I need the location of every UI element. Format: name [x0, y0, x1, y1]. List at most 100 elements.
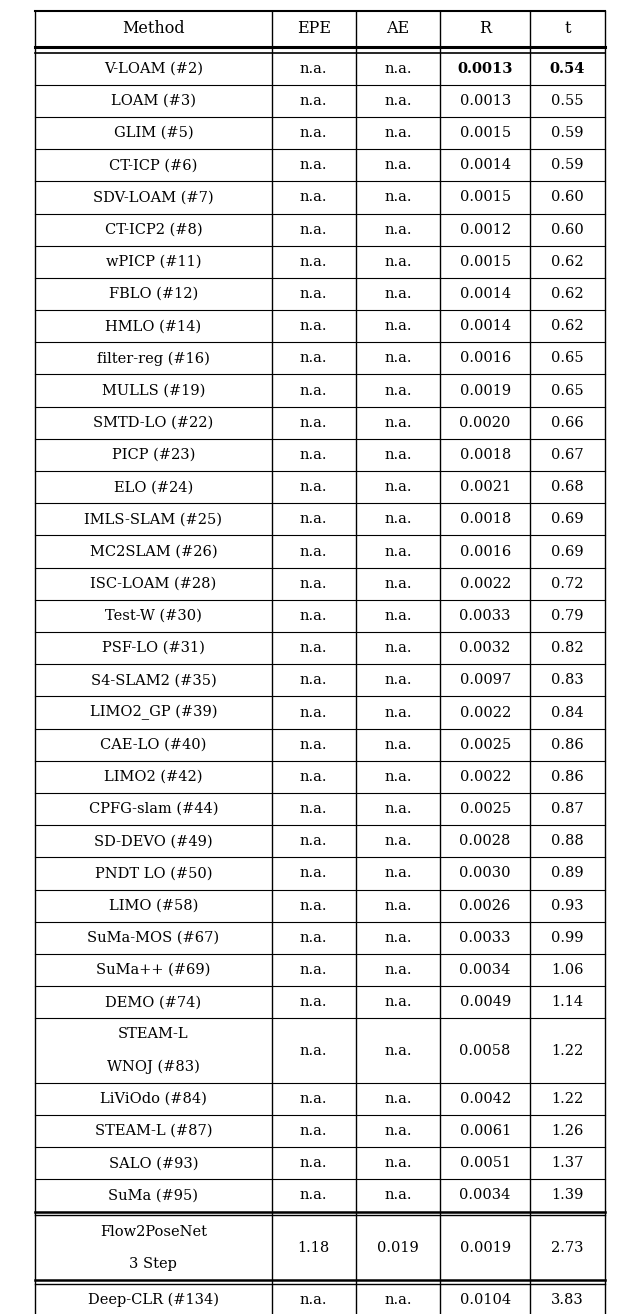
Text: EPE: EPE [297, 21, 331, 37]
Text: 0.0016: 0.0016 [460, 351, 511, 365]
Text: n.a.: n.a. [300, 384, 328, 398]
Text: 0.87: 0.87 [551, 802, 584, 816]
Text: n.a.: n.a. [384, 930, 412, 945]
Text: 1.22: 1.22 [552, 1092, 584, 1106]
Text: HMLO (#14): HMLO (#14) [106, 319, 202, 334]
Text: 0.60: 0.60 [551, 191, 584, 205]
Text: 0.59: 0.59 [551, 158, 584, 172]
Text: n.a.: n.a. [300, 286, 328, 301]
Text: n.a.: n.a. [384, 802, 412, 816]
Text: 0.0025: 0.0025 [460, 737, 511, 752]
Text: S4-SLAM2 (#35): S4-SLAM2 (#35) [90, 673, 216, 687]
Text: n.a.: n.a. [300, 577, 328, 591]
Text: 0.0022: 0.0022 [460, 770, 511, 784]
Text: 0.0014: 0.0014 [460, 319, 511, 334]
Text: STEAM-L (#87): STEAM-L (#87) [95, 1123, 212, 1138]
Text: 0.0034: 0.0034 [460, 963, 511, 978]
Text: ISC-LOAM (#28): ISC-LOAM (#28) [90, 577, 216, 591]
Text: 0.89: 0.89 [551, 866, 584, 880]
Text: t: t [564, 21, 571, 37]
Text: n.a.: n.a. [300, 899, 328, 913]
Text: LIMO (#58): LIMO (#58) [109, 899, 198, 913]
Text: n.a.: n.a. [384, 191, 412, 205]
Text: 1.06: 1.06 [551, 963, 584, 978]
Text: CAE-LO (#40): CAE-LO (#40) [100, 737, 207, 752]
Text: n.a.: n.a. [384, 286, 412, 301]
Text: FBLO (#12): FBLO (#12) [109, 286, 198, 301]
Text: n.a.: n.a. [300, 93, 328, 108]
Text: 0.0028: 0.0028 [460, 834, 511, 849]
Text: Flow2PoseNet: Flow2PoseNet [100, 1225, 207, 1239]
Text: 0.0025: 0.0025 [460, 802, 511, 816]
Text: 0.0104: 0.0104 [460, 1293, 511, 1307]
Text: SuMa (#95): SuMa (#95) [108, 1188, 198, 1202]
Text: n.a.: n.a. [384, 255, 412, 269]
Text: n.a.: n.a. [300, 673, 328, 687]
Text: 0.79: 0.79 [551, 608, 584, 623]
Text: 0.88: 0.88 [551, 834, 584, 849]
Text: n.a.: n.a. [300, 480, 328, 494]
Text: n.a.: n.a. [384, 544, 412, 558]
Text: n.a.: n.a. [384, 866, 412, 880]
Text: V-LOAM (#2): V-LOAM (#2) [104, 62, 203, 76]
Text: 0.59: 0.59 [551, 126, 584, 141]
Text: 0.84: 0.84 [551, 706, 584, 720]
Text: 0.93: 0.93 [551, 899, 584, 913]
Text: n.a.: n.a. [300, 737, 328, 752]
Text: 0.0013: 0.0013 [458, 62, 513, 76]
Text: 1.39: 1.39 [551, 1188, 584, 1202]
Text: 0.62: 0.62 [551, 255, 584, 269]
Text: 0.0026: 0.0026 [460, 899, 511, 913]
Text: n.a.: n.a. [300, 222, 328, 237]
Text: n.a.: n.a. [300, 1123, 328, 1138]
Text: 1.14: 1.14 [552, 995, 584, 1009]
Text: n.a.: n.a. [300, 1293, 328, 1307]
Text: 0.82: 0.82 [551, 641, 584, 656]
Text: 3.83: 3.83 [551, 1293, 584, 1307]
Text: n.a.: n.a. [384, 448, 412, 463]
Text: 0.66: 0.66 [551, 415, 584, 430]
Text: PNDT LO (#50): PNDT LO (#50) [95, 866, 212, 880]
Text: SD-DEVO (#49): SD-DEVO (#49) [94, 834, 212, 849]
Text: PSF-LO (#31): PSF-LO (#31) [102, 641, 205, 656]
Text: 0.72: 0.72 [551, 577, 584, 591]
Text: n.a.: n.a. [300, 1156, 328, 1171]
Text: LiViOdo (#84): LiViOdo (#84) [100, 1092, 207, 1106]
Text: n.a.: n.a. [384, 1043, 412, 1058]
Text: 0.62: 0.62 [551, 319, 584, 334]
Text: 0.0034: 0.0034 [460, 1188, 511, 1202]
Text: 0.65: 0.65 [551, 351, 584, 365]
Text: 0.60: 0.60 [551, 222, 584, 237]
Text: 0.86: 0.86 [551, 770, 584, 784]
Text: 0.0051: 0.0051 [460, 1156, 511, 1171]
Text: MC2SLAM (#26): MC2SLAM (#26) [90, 544, 217, 558]
Text: Test-W (#30): Test-W (#30) [105, 608, 202, 623]
Text: wPICP (#11): wPICP (#11) [106, 255, 201, 269]
Text: 0.0020: 0.0020 [460, 415, 511, 430]
Text: n.a.: n.a. [384, 706, 412, 720]
Text: 0.83: 0.83 [551, 673, 584, 687]
Text: n.a.: n.a. [384, 899, 412, 913]
Text: 0.0019: 0.0019 [460, 384, 511, 398]
Text: n.a.: n.a. [384, 62, 412, 76]
Text: 0.0015: 0.0015 [460, 126, 511, 141]
Text: n.a.: n.a. [300, 1188, 328, 1202]
Text: n.a.: n.a. [384, 1092, 412, 1106]
Text: SMTD-LO (#22): SMTD-LO (#22) [93, 415, 214, 430]
Text: 0.0030: 0.0030 [460, 866, 511, 880]
Text: ELO (#24): ELO (#24) [114, 480, 193, 494]
Text: 0.69: 0.69 [551, 544, 584, 558]
Text: SALO (#93): SALO (#93) [109, 1156, 198, 1171]
Text: 0.54: 0.54 [550, 62, 585, 76]
Text: 0.0061: 0.0061 [460, 1123, 511, 1138]
Text: n.a.: n.a. [384, 351, 412, 365]
Text: 0.0058: 0.0058 [460, 1043, 511, 1058]
Text: filter-reg (#16): filter-reg (#16) [97, 351, 210, 365]
Text: n.a.: n.a. [300, 608, 328, 623]
Text: n.a.: n.a. [300, 866, 328, 880]
Text: n.a.: n.a. [300, 963, 328, 978]
Text: n.a.: n.a. [300, 802, 328, 816]
Text: 0.0012: 0.0012 [460, 222, 511, 237]
Text: n.a.: n.a. [384, 415, 412, 430]
Text: 1.18: 1.18 [298, 1240, 330, 1255]
